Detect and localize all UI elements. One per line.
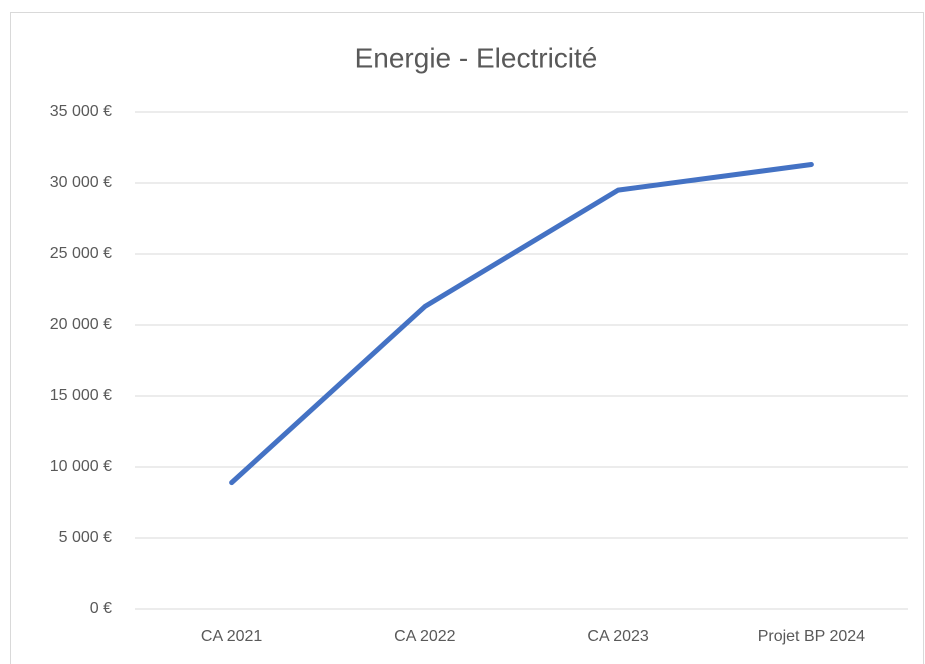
data-line — [229, 162, 814, 486]
y-tick-label: 0 € — [90, 600, 112, 617]
y-tick-label: 5 000 € — [59, 529, 112, 546]
y-tick-label: 20 000 € — [50, 316, 112, 333]
x-tick-label: Projet BP 2024 — [758, 628, 865, 645]
y-tick-label: 10 000 € — [50, 458, 112, 475]
x-tick-label: CA 2022 — [394, 628, 455, 645]
x-tick-label: CA 2023 — [587, 628, 648, 645]
y-tick-label: 15 000 € — [50, 387, 112, 404]
y-tick-label: 30 000 € — [50, 174, 112, 191]
x-tick-label: CA 2021 — [201, 628, 262, 645]
y-tick-label: 35 000 € — [50, 103, 112, 120]
chart-frame — [10, 12, 924, 664]
chart-title: Energie - Electricité — [355, 42, 598, 73]
y-tick-label: 25 000 € — [50, 245, 112, 262]
